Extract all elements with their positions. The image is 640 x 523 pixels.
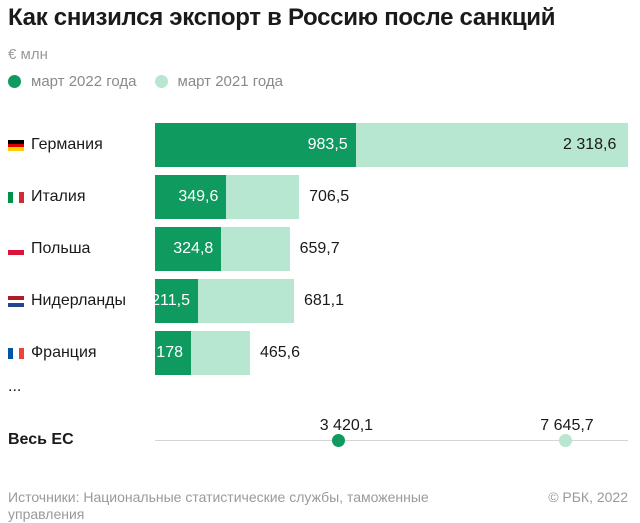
bar-current [155, 227, 222, 271]
unit-label: € млн [8, 46, 48, 63]
copyright: © РБК, 2022 [548, 489, 628, 505]
legend-label-current: март 2022 года [31, 73, 137, 90]
bar-row: Германия 983,5 2 318,6 [0, 123, 640, 169]
bar-current [155, 331, 192, 375]
bar-value-previous: 659,7 [299, 240, 340, 257]
country-label: Нидерланды [31, 292, 126, 309]
bar-current [155, 175, 227, 219]
country-label: Польша [31, 240, 91, 257]
legend: март 2022 года март 2021 года [8, 73, 301, 90]
bar-current [155, 123, 356, 167]
bar-current [155, 279, 199, 323]
eu-line [155, 440, 628, 441]
legend-dot-current [8, 75, 21, 88]
bar-value-current: 211,5 [151, 292, 190, 309]
bar-row: Франция 178 465,6 [0, 331, 640, 377]
bar-value-current: 178 [156, 344, 183, 361]
bar-value-previous: 465,6 [259, 344, 301, 361]
bar-row: Италия 349,6 706,5 [0, 175, 640, 221]
bar-value-current: 324,8 [173, 240, 214, 257]
chart-title: Как снизился экспорт в Россию после санк… [8, 4, 556, 31]
bar-value-previous: 681,1 [303, 292, 344, 309]
bar-value-current: 349,6 [178, 188, 219, 205]
flag-france-icon [8, 348, 24, 359]
flag-netherlands-icon [8, 296, 24, 307]
eu-value-previous: 7 645,7 [540, 417, 594, 434]
bar-row: Нидерланды 211,5 681,1 [0, 279, 640, 325]
source-note: Источники: Национальные статистические с… [8, 489, 429, 522]
ellipsis: ... [8, 378, 22, 395]
legend-dot-previous [154, 75, 168, 88]
bar-value-previous: 706,5 [309, 188, 350, 205]
eu-value-current: 3 420,1 [319, 417, 374, 434]
flag-italy-icon [8, 192, 24, 203]
bar-value-previous: 2 318,6 [563, 136, 617, 153]
bar-value-current: 983,5 [307, 136, 348, 153]
legend-item-current: март 2022 года [8, 73, 137, 90]
legend-label-previous: март 2021 года [177, 73, 284, 90]
eu-dot-current [331, 434, 345, 447]
country-label: Франция [31, 344, 97, 361]
eu-label: Весь ЕС [8, 431, 74, 448]
bar-row: Польша 324,8 659,7 [0, 227, 640, 273]
flag-poland-icon [8, 244, 24, 255]
eu-dot-previous [558, 434, 572, 447]
flag-germany-icon [8, 140, 24, 151]
country-label: Германия [31, 136, 103, 153]
country-label: Италия [31, 188, 86, 205]
legend-item-previous: март 2021 года [154, 73, 284, 90]
